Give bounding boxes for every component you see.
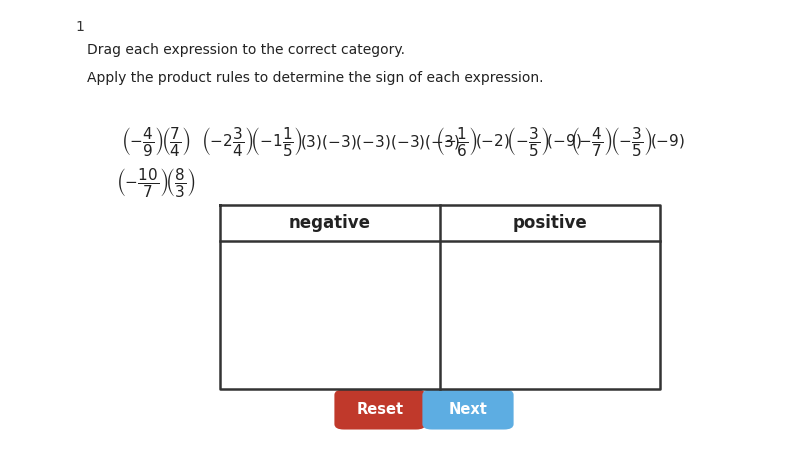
Text: negative: negative — [289, 214, 371, 232]
Text: $\left(-2\dfrac{3}{4}\right)\!\left(-1\dfrac{1}{5}\right)$: $\left(-2\dfrac{3}{4}\right)\!\left(-1\d… — [201, 125, 303, 158]
Text: $\left(-\dfrac{4}{7}\right)\!\left(-\dfrac{3}{5}\right)\!(-9)$: $\left(-\dfrac{4}{7}\right)\!\left(-\dfr… — [570, 125, 686, 158]
Text: positive: positive — [513, 214, 587, 232]
FancyBboxPatch shape — [334, 389, 426, 429]
Text: $\left(-\dfrac{1}{6}\right)\!(-2)\!\left(-\dfrac{3}{5}\right)\!(-9)$: $\left(-\dfrac{1}{6}\right)\!(-2)\!\left… — [434, 125, 582, 158]
Text: $\left(-\dfrac{4}{9}\right)\!\left(\dfrac{7}{4}\right)$: $\left(-\dfrac{4}{9}\right)\!\left(\dfra… — [121, 125, 191, 158]
Text: $(3)(-3)(-3)(-3)(-3)$: $(3)(-3)(-3)(-3)(-3)$ — [300, 133, 460, 151]
Text: 1: 1 — [75, 20, 84, 34]
Text: Reset: Reset — [357, 402, 403, 417]
FancyBboxPatch shape — [422, 389, 514, 429]
Text: Next: Next — [449, 402, 487, 417]
Text: Drag each expression to the correct category.: Drag each expression to the correct cate… — [87, 43, 405, 57]
Text: $\left(-\dfrac{10}{7}\right)\!\left(\dfrac{8}{3}\right)$: $\left(-\dfrac{10}{7}\right)\!\left(\dfr… — [116, 166, 196, 199]
Text: Apply the product rules to determine the sign of each expression.: Apply the product rules to determine the… — [87, 71, 544, 85]
